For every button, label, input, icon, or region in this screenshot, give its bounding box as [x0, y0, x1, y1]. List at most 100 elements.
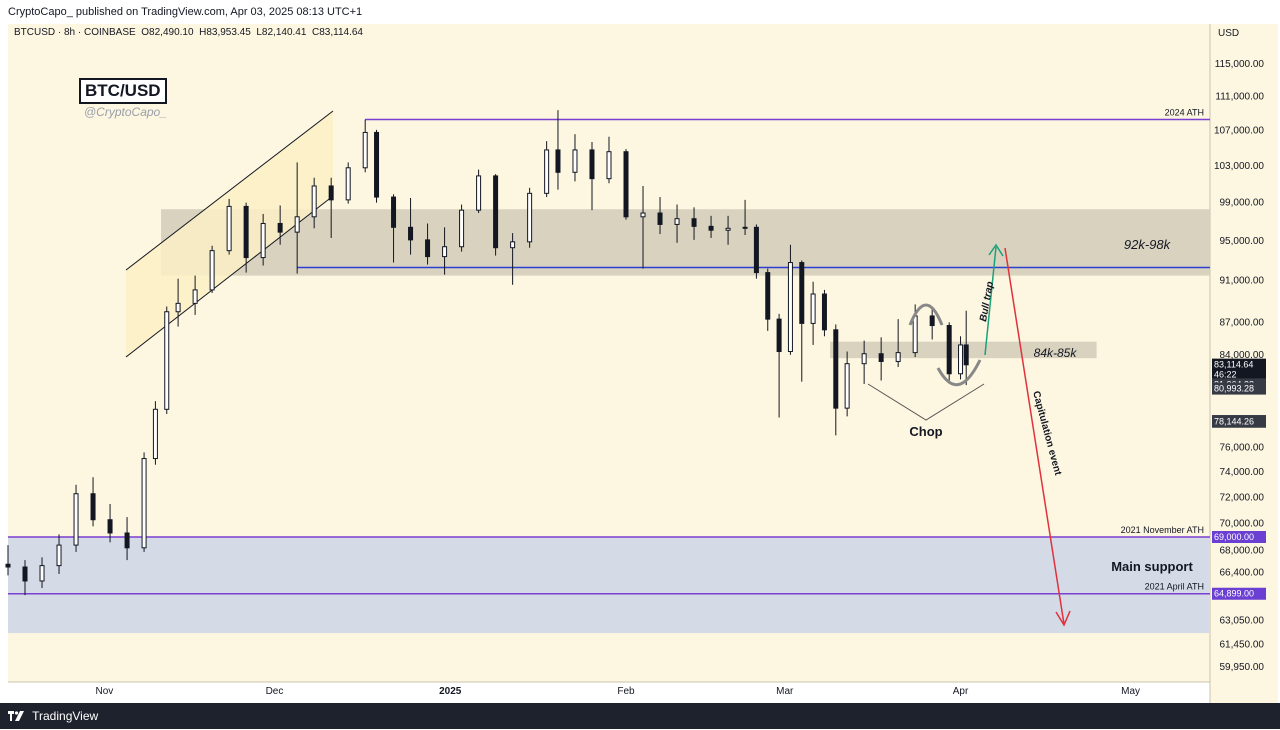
capitulation-arrowhead [1055, 610, 1071, 627]
candle-body [391, 196, 397, 228]
price-tag-label: 78,144.26 [1214, 417, 1254, 427]
price-tag-label: 83,114.64 [1214, 360, 1253, 370]
candle [294, 162, 300, 274]
candle-body [527, 192, 533, 243]
candle-body [311, 185, 317, 218]
price-tick-label: 68,000.00 [1220, 546, 1265, 557]
candle [821, 289, 827, 337]
candle-body [39, 565, 45, 582]
price-tag: 69,000.00 [1212, 530, 1266, 543]
candle [555, 110, 561, 190]
zone-2 [8, 536, 1210, 634]
time-tick-label: Mar [776, 686, 794, 697]
candle [657, 197, 663, 235]
candle-body [929, 315, 935, 327]
chop-label: Chop [909, 424, 942, 439]
price-tag: 80,993.28 [1212, 382, 1266, 395]
price-tick-label: 74,000.00 [1220, 467, 1265, 478]
candle-body [844, 363, 850, 409]
price-tag-countdown: 46:22 [1214, 370, 1237, 380]
price-tag-box [1212, 358, 1266, 381]
published-header: CryptoCapo_ published on TradingView.com… [0, 0, 1280, 24]
candle-body [776, 318, 782, 353]
candle [776, 313, 782, 418]
price-tick-label: 95,000.00 [1220, 236, 1265, 247]
chop-pointer [867, 383, 985, 421]
price-tick-label: 103,000.00 [1214, 161, 1264, 172]
bull-trap-arrowhead [988, 243, 1004, 257]
candle [544, 141, 550, 198]
price-tick-label: 63,050.00 [1220, 616, 1265, 627]
candle [708, 215, 714, 238]
chop-arc-bottom [936, 359, 982, 387]
symbol-name: BTCUSD · 8h · COINBASE [14, 27, 136, 38]
price-tag-box [1212, 530, 1266, 543]
candle [226, 198, 232, 255]
candle-body [192, 289, 198, 304]
candle [963, 310, 969, 386]
candle [878, 337, 884, 381]
candle-body [124, 532, 130, 549]
candle [623, 149, 629, 220]
candle-body [510, 241, 516, 249]
candle-body [765, 272, 771, 320]
price-tick-label: 84,000.00 [1220, 350, 1265, 361]
candle-body [657, 212, 663, 225]
candle [243, 202, 249, 273]
candle-body [277, 222, 283, 233]
candle-body [810, 293, 816, 324]
candle-body [589, 149, 595, 180]
candle-body [912, 315, 918, 354]
price-tick-label: 99,000.00 [1220, 198, 1265, 209]
candle [844, 351, 850, 417]
candle-body [294, 216, 300, 233]
candle-body [799, 262, 805, 324]
candle [459, 204, 465, 252]
time-tick-label: 2025 [439, 686, 462, 697]
candle-body [544, 149, 550, 194]
low-value: L82,140.41 [256, 27, 307, 38]
currency-label[interactable]: USD [1218, 28, 1240, 39]
candle [442, 227, 448, 275]
candle-body [708, 225, 714, 231]
time-tick-label: Apr [953, 686, 969, 697]
price-tag: 64,899.00 [1212, 587, 1266, 600]
candle [39, 557, 45, 589]
candle [742, 199, 748, 236]
price-tick-label: 111,000.00 [1215, 92, 1264, 103]
candle-body [623, 151, 629, 218]
candle [895, 319, 901, 368]
channel-upper-line [125, 110, 334, 271]
high-value: H83,953.45 [199, 27, 251, 38]
footer-bar: TradingView [0, 703, 1280, 729]
chop-annotation: Chop [867, 303, 985, 439]
open-value: O82,490.10 [141, 27, 194, 38]
candle-body [243, 205, 249, 259]
brand-handle: @CryptoCapo_ [84, 105, 167, 119]
price-tag-box [1212, 587, 1266, 600]
candle [527, 187, 533, 248]
candle-body [141, 458, 147, 549]
candle [22, 560, 28, 596]
candle [799, 260, 805, 382]
price-tick-label: 87,000.00 [1220, 317, 1265, 328]
candle-body [328, 185, 334, 201]
candle-body [22, 566, 28, 582]
price-tag: 78,144.26 [1212, 415, 1266, 428]
candle [175, 278, 181, 327]
candle [152, 401, 158, 465]
candle-body [821, 293, 827, 331]
candle [277, 205, 283, 245]
candle-body [408, 226, 414, 241]
candle [929, 307, 935, 340]
candle [640, 185, 646, 269]
price-tag-label: 64,899.00 [1214, 589, 1254, 599]
time-tick-label: Dec [266, 686, 284, 697]
candle-body [691, 218, 697, 227]
candle-body [787, 262, 793, 353]
candle-body [56, 544, 62, 567]
candle [810, 281, 816, 345]
candle [425, 223, 431, 265]
candle [765, 268, 771, 331]
